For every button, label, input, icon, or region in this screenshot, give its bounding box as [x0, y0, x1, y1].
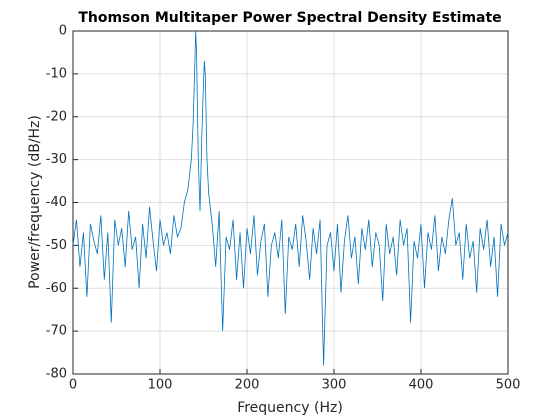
y-tick-label: -70: [46, 324, 67, 339]
data-line: [72, 30, 509, 366]
y-axis-label: Power/frequency (dB/Hz): [27, 115, 43, 289]
y-tick-label: -20: [46, 109, 67, 124]
chart-title: Thomson Multitaper Power Spectral Densit…: [78, 10, 501, 26]
y-tick-label: -60: [46, 281, 67, 296]
y-tick-label: -30: [46, 152, 67, 167]
x-tick-label: 200: [235, 378, 260, 393]
y-tick-label: -80: [46, 367, 67, 382]
x-tick-label: 500: [496, 378, 521, 393]
x-tick-label: 0: [69, 378, 77, 393]
plot-frame: [72, 30, 509, 375]
y-tick-label: 0: [59, 24, 67, 39]
x-tick-label: 100: [148, 378, 173, 393]
x-axis-label: Frequency (Hz): [237, 400, 343, 416]
y-tick-label: -10: [46, 66, 67, 81]
x-tick-label: 300: [322, 378, 347, 393]
y-tick-label: -50: [46, 238, 67, 253]
x-tick-label: 400: [409, 378, 434, 393]
y-tick-label: -40: [46, 195, 67, 210]
